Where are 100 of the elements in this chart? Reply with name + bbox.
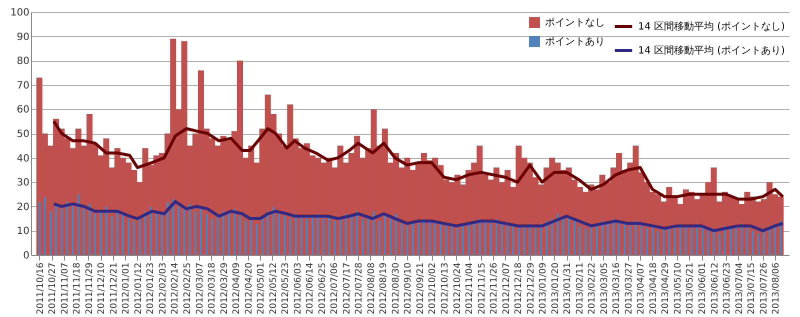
x-tick-label: 2012/11/04 [465,262,476,314]
bar [38,202,40,255]
x-tick-label: 2012/09/21 [416,262,426,314]
bar [462,226,464,255]
x-tick-label: 2012/10/24 [452,262,463,314]
bar [624,223,626,255]
x-tick-label: 2011/11/29 [84,262,95,314]
x-tick-label: 2013/02/22 [588,262,598,314]
x-tick-label: 2013/02/11 [575,262,586,314]
y-tick-label: 70 [16,80,30,92]
x-tick-label: 2013/05/21 [686,262,696,314]
x-tick-label: 2012/08/19 [379,262,390,314]
bar [128,218,130,255]
bar [166,202,169,255]
bar [601,220,604,255]
x-tick-label: 2012/05/23 [281,262,292,314]
bar [144,211,146,255]
x-tick-label: 2013/08/06 [772,262,782,314]
bar [284,216,286,255]
bar [172,199,174,255]
bar [417,223,420,255]
bar [468,223,470,255]
bar [110,216,113,255]
line-series [52,200,784,232]
bar [94,214,96,255]
bar [294,214,297,255]
bar [160,214,163,255]
y-tick-label: 10 [16,226,30,238]
x-tick-label: 2012/11/26 [490,262,500,314]
x-tick-label: 2012/02/25 [182,262,193,314]
x-tick-label: 2013/07/04 [734,262,745,314]
bar [44,196,46,255]
bar [657,230,660,255]
bar [272,206,274,255]
bar [317,214,320,255]
bar [606,223,609,255]
x-tick-label: 2012/03/29 [220,262,230,314]
bar [562,216,564,255]
y-tick-label: 30 [16,178,30,189]
x-tick-label: 2012/01/23 [146,262,156,314]
bar [629,226,632,255]
bar [512,226,514,255]
bar [233,208,236,255]
x-tick-label: 2012/01/01 [122,262,132,314]
x-tick-label: 2012/09/10 [404,262,414,314]
x-tick-label: 2013/03/16 [612,262,622,314]
bar [456,228,458,255]
bar [729,228,732,255]
bar [378,220,380,255]
bar [311,216,314,255]
x-tick-label: 2012/12/29 [526,262,536,314]
bar [289,218,292,255]
bar [72,206,74,255]
bar [662,228,665,255]
bar [428,220,431,255]
x-tick-label: 2012/10/02 [428,262,438,314]
x-tick-label: 2013/06/01 [698,262,708,314]
x-tick-label: 2012/03/07 [195,262,206,314]
line-series [52,120,784,201]
x-tick-label: 2012/08/08 [366,262,377,314]
legend-label: 14 区間移動平均 (ポイントあり) [638,44,785,56]
bar [646,228,648,255]
bar [362,218,364,255]
x-tick-label: 2013/04/18 [648,262,659,314]
bar [350,216,352,255]
legend-label: ポイントなし [545,18,605,28]
x-tick-label: 2011/10/27 [48,262,58,314]
x-tick-label: 2012/03/18 [208,262,218,314]
bar [60,208,63,255]
bar [495,218,498,255]
bar [746,228,748,255]
bar [206,214,208,255]
bar [122,214,124,255]
bar [490,223,492,255]
x-tick-label: 2012/02/14 [170,262,181,314]
bar [568,218,570,255]
bar [194,211,196,255]
bar [66,202,68,255]
y-tick-label: 100 [10,8,30,18]
bar [757,233,760,255]
y-tick-label: 60 [16,104,30,116]
bar [77,194,80,255]
bar [367,216,370,255]
x-tick-label: 2011/10/16 [36,262,46,314]
bar [372,211,375,255]
bar [534,228,536,255]
x-tick-label: 2012/04/09 [232,262,242,314]
x-tick-label: 2013/01/09 [538,262,549,314]
bar [278,214,280,255]
x-tick-label: 2013/06/23 [722,262,733,314]
x-tick-label: 2012/02/03 [158,262,168,314]
bar [506,223,509,255]
bar [634,220,637,255]
y-tick-label: 40 [16,153,30,164]
bar [88,204,91,255]
bar [573,220,576,255]
x-tick-label: 2012/06/25 [318,262,328,314]
x-tick-label: 2012/06/14 [306,262,316,314]
bar [116,208,118,255]
x-tick-label: 2013/05/10 [673,262,684,314]
